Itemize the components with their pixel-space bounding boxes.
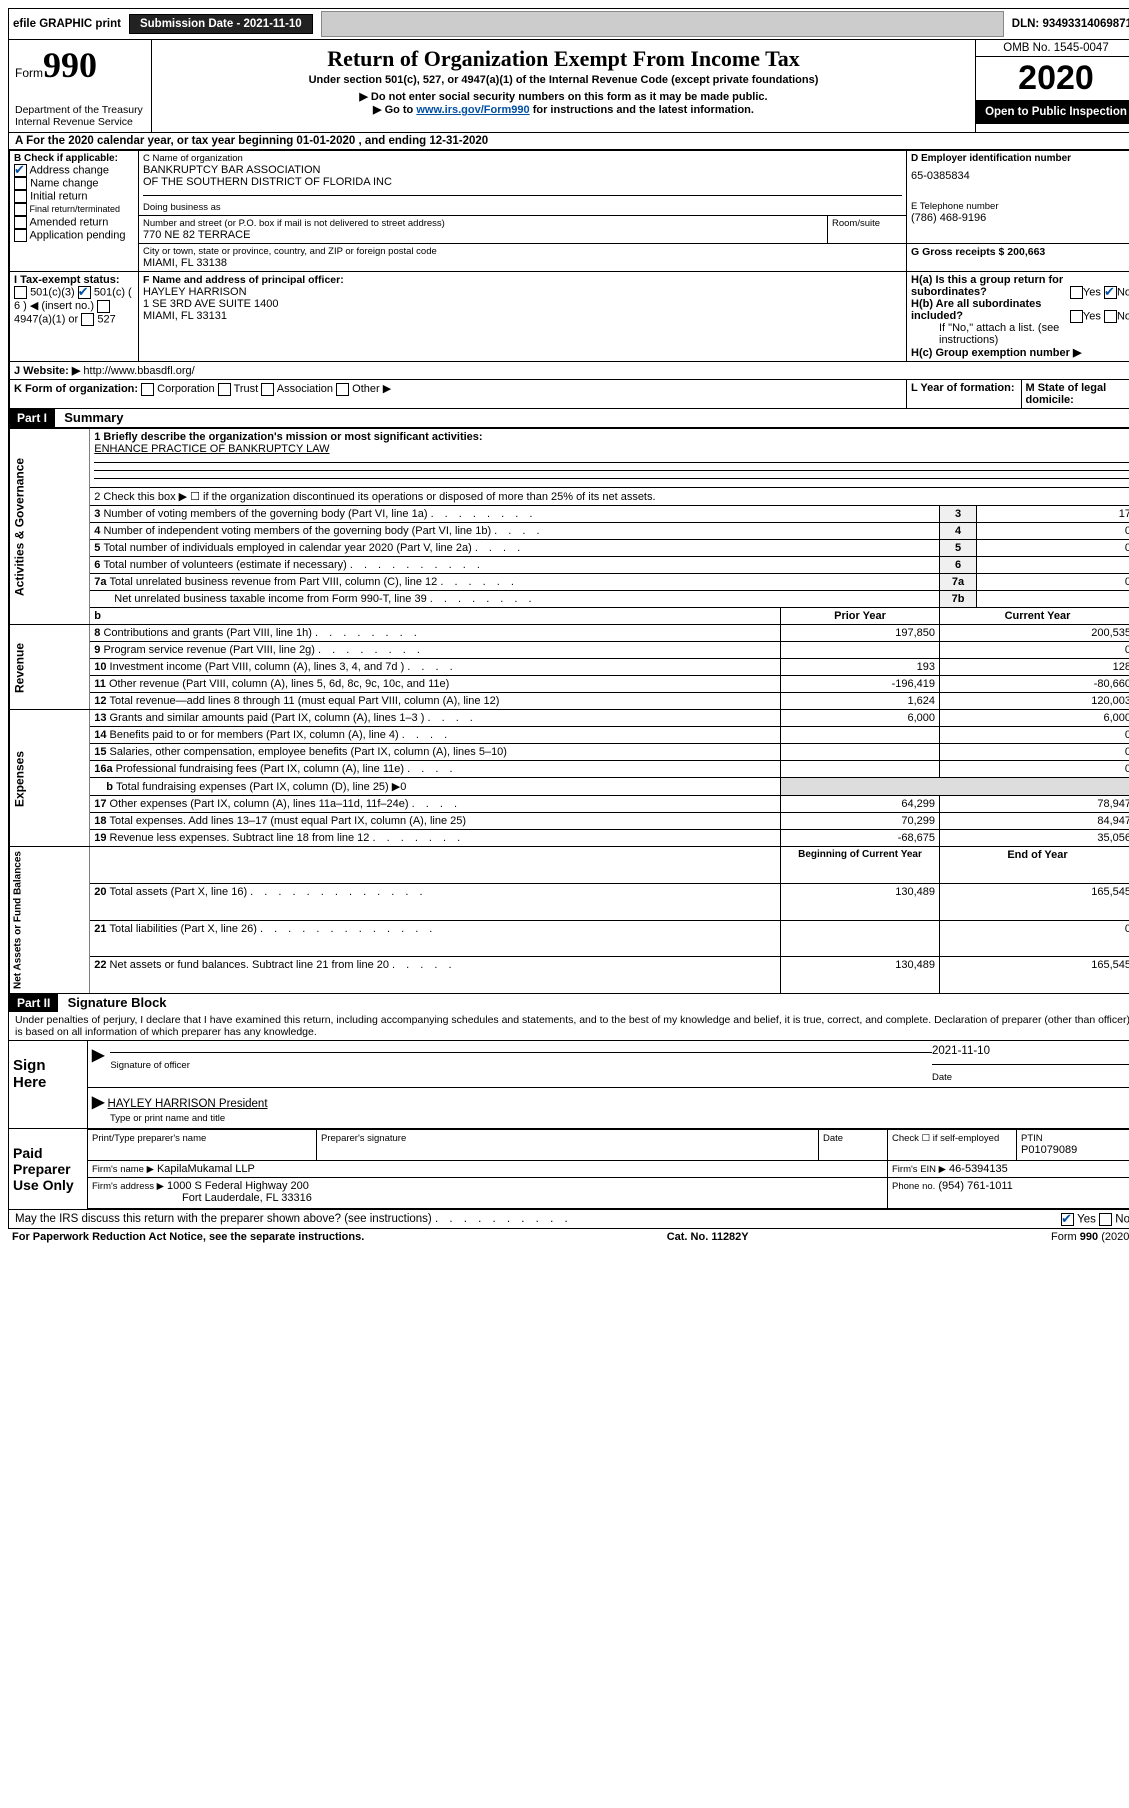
note-goto: ▶ Go to www.irs.gov/Form990 for instruct… [156, 103, 971, 116]
sign-here-block: Sign Here ▶ Signature of officer 2021-11… [9, 1040, 1129, 1128]
form-label: Form [15, 66, 43, 80]
check-final-return[interactable]: Final return/terminated [14, 203, 134, 216]
open-public-badge: Open to Public Inspection [976, 100, 1129, 124]
row-7b: Net unrelated business taxable income fr… [10, 591, 1129, 608]
efile-label: efile GRAPHIC print [13, 18, 121, 30]
omb-number: OMB No. 1545-0047 [976, 40, 1129, 57]
check-address-change[interactable]: Address change [14, 164, 134, 177]
officer-name: HAYLEY HARRISON President [108, 1098, 268, 1110]
penalty-text: Under penalties of perjury, I declare th… [9, 1012, 1129, 1040]
submission-date-badge: Submission Date - 2021-11-10 [129, 14, 313, 34]
org-name: BANKRUPTCY BAR ASSOCIATION OF THE SOUTHE… [143, 164, 902, 188]
ein-value: 65-0385834 [911, 164, 1129, 188]
line-a: A For the 2020 calendar year, or tax yea… [9, 133, 1129, 150]
paid-preparer-block: Paid Preparer Use Only Print/Type prepar… [9, 1128, 1129, 1209]
city-cell: City or town, state or province, country… [139, 244, 907, 272]
form-container: Form990 Department of the Treasury Inter… [8, 40, 1129, 1229]
row-6: 6 Total number of volunteers (estimate i… [10, 557, 1129, 574]
spacer [321, 11, 1004, 37]
dln-label: DLN: 93493314069871 [1012, 18, 1129, 30]
vert-net-assets: Net Assets or Fund Balances [10, 847, 90, 994]
box-g: G Gross receipts $ 200,663 [907, 244, 1129, 272]
box-h: H(a) Is this a group return for subordin… [907, 272, 1129, 362]
form990-link[interactable]: www.irs.gov/Form990 [416, 104, 529, 116]
part1-table: Activities & Governance 1 Briefly descri… [9, 428, 1129, 994]
box-d-e: D Employer identification number 65-0385… [907, 151, 1129, 244]
box-i: I Tax-exempt status: 501(c)(3) 501(c) ( … [10, 272, 139, 362]
check-name-change[interactable]: Name change [14, 177, 134, 190]
dept-treasury: Department of the Treasury Internal Reve… [15, 104, 145, 128]
info-grid: B Check if applicable: Address change Na… [9, 150, 1129, 409]
form-subtitle: Under section 501(c), 527, or 4947(a)(1)… [156, 74, 971, 86]
box-k: K Form of organization: Corporation Trus… [10, 380, 907, 409]
tax-year: 2020 [976, 57, 1129, 100]
org-name-cell: C Name of organization BANKRUPTCY BAR AS… [139, 151, 907, 216]
mission-text: ENHANCE PRACTICE OF BANKRUPTCY LAW [94, 443, 329, 455]
omb-cell: OMB No. 1545-0047 2020 Open to Public In… [975, 40, 1129, 133]
check-pending[interactable]: Application pending [14, 229, 134, 242]
row-4: 4 Number of independent voting members o… [10, 523, 1129, 540]
box-j: J Website: ▶ http://www.bbasdfl.org/ [10, 362, 1129, 380]
title-cell: Return of Organization Exempt From Incom… [152, 40, 975, 133]
form-number-cell: Form990 Department of the Treasury Inter… [9, 40, 152, 133]
form-title: Return of Organization Exempt From Incom… [156, 46, 971, 72]
discuss-row: May the IRS discuss this return with the… [9, 1209, 1129, 1228]
arrow-icon: ▶ [92, 1045, 104, 1083]
form-header: Form990 Department of the Treasury Inter… [9, 40, 1129, 133]
row-5: 5 Total number of individuals employed i… [10, 540, 1129, 557]
top-bar: efile GRAPHIC print Submission Date - 20… [8, 8, 1129, 40]
part1-header: Part I Summary [9, 409, 1129, 428]
vert-revenue: Revenue [10, 625, 90, 710]
form-number: 990 [43, 45, 97, 85]
check-amended[interactable]: Amended return [14, 216, 134, 229]
row-7a: 7a Total unrelated business revenue from… [10, 574, 1129, 591]
note-ssn: ▶ Do not enter social security numbers o… [156, 90, 971, 103]
arrow-icon: ▶ [92, 1094, 104, 1111]
vert-governance: Activities & Governance [10, 429, 90, 625]
street-cell: Number and street (or P.O. box if mail i… [139, 216, 828, 244]
page-footer: For Paperwork Reduction Act Notice, see … [8, 1229, 1129, 1245]
box-l-m: L Year of formation: M State of legal do… [907, 380, 1129, 409]
check-initial-return[interactable]: Initial return [14, 190, 134, 203]
vert-expenses: Expenses [10, 710, 90, 847]
part2-header: Part II Signature Block [9, 994, 1129, 1012]
box-b: B Check if applicable: Address change Na… [10, 151, 139, 272]
box-f: F Name and address of principal officer:… [139, 272, 907, 362]
telephone-value: (786) 468-9196 [911, 212, 1129, 224]
row-3: 3 Number of voting members of the govern… [10, 506, 1129, 523]
room-cell: Room/suite [828, 216, 907, 244]
